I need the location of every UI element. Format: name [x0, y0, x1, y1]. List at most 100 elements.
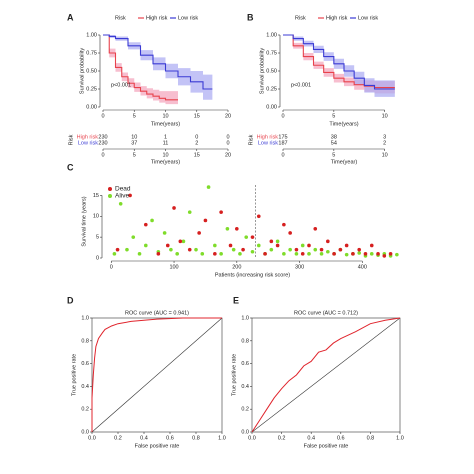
panel-letter: D [67, 295, 74, 305]
point [282, 252, 286, 256]
point [313, 247, 318, 252]
y-axis-label: True positive rate [231, 354, 237, 396]
y-tick-label: 1.00 [266, 32, 277, 38]
table-x-tick-label: 5 [133, 152, 136, 158]
table-x-label: Time(years) [151, 159, 180, 165]
point [235, 227, 239, 231]
table-title: Risk [68, 134, 74, 145]
x-axis-label: Time(years) [151, 121, 180, 127]
risk-count: 0 [195, 134, 198, 140]
point [238, 252, 242, 256]
y-tick-label: 0.0 [81, 429, 89, 435]
point [219, 210, 223, 214]
panel-letter: C [67, 162, 74, 172]
legend-title: Risk [115, 15, 126, 21]
y-tick-label: 0.25 [266, 86, 277, 92]
y-tick-label: 0.4 [241, 384, 249, 390]
y-tick-label: 10 [93, 214, 99, 220]
point [269, 239, 274, 244]
y-tick-label: 0.25 [86, 86, 97, 92]
point [187, 247, 192, 252]
y-tick-label: 0.00 [86, 104, 97, 110]
risk-row-label: Low risk [78, 140, 98, 146]
risk-count: 230 [98, 140, 107, 146]
point [162, 231, 167, 235]
point [181, 239, 186, 244]
x-tick-label: 0.4 [307, 435, 315, 441]
point [269, 247, 274, 252]
y-tick-label: 0.8 [241, 338, 249, 344]
point [213, 252, 217, 256]
point [118, 201, 123, 206]
table-x-tick-label: 15 [194, 152, 200, 158]
point [219, 252, 223, 256]
survival-curve [283, 34, 395, 89]
point [326, 239, 330, 244]
point [307, 252, 311, 256]
x-tick-label: 0.8 [367, 435, 375, 441]
point [231, 247, 236, 252]
y-tick-label: 15 [93, 193, 99, 199]
table-x-tick-label: 5 [332, 152, 335, 158]
x-tick-label: 0 [110, 264, 113, 270]
point [326, 249, 330, 254]
panel-letter: B [247, 12, 254, 22]
point [137, 252, 142, 256]
y-axis-label: Survival probability [259, 48, 265, 94]
point [313, 227, 318, 231]
y-tick-label: 0.2 [81, 407, 89, 413]
legend-label: High risk [326, 15, 348, 21]
x-tick-label: 15 [194, 113, 200, 119]
point [357, 251, 362, 255]
point [206, 185, 211, 189]
table-x-label: Time(year) [331, 159, 358, 165]
panel-letter: E [233, 295, 239, 305]
point [203, 218, 208, 223]
y-tick-label: 5 [96, 235, 99, 241]
x-tick-label: 400 [358, 264, 367, 270]
y-tick-label: 0.75 [86, 50, 97, 56]
point [131, 235, 136, 239]
point [178, 239, 183, 244]
point [250, 249, 255, 254]
point [319, 247, 324, 252]
point [395, 252, 399, 257]
legend-swatch [108, 187, 112, 191]
x-tick-label: 5 [332, 113, 335, 119]
point [143, 222, 148, 227]
point [241, 247, 245, 252]
point [344, 243, 349, 248]
p-value: p<0.001 [111, 82, 131, 88]
point [115, 247, 120, 252]
x-tick-label: 10 [162, 113, 168, 119]
y-tick-label: 1.0 [241, 315, 249, 321]
x-tick-label: 5 [133, 113, 136, 119]
risk-count: 1 [164, 134, 167, 140]
point [263, 252, 267, 256]
survival-curve [103, 34, 178, 101]
reference-diagonal [91, 317, 223, 433]
table-x-tick-label: 0 [101, 152, 104, 158]
point [369, 252, 374, 256]
y-tick-label: 1.00 [86, 32, 97, 38]
y-tick-label: 0.50 [86, 68, 97, 74]
x-axis-label: Time(years) [329, 121, 358, 127]
x-tick-label: 0.2 [278, 435, 286, 441]
risk-count: 37 [131, 140, 137, 146]
x-tick-label: 0.0 [248, 435, 256, 441]
x-tick-label: 1.0 [396, 435, 404, 441]
point [344, 252, 349, 257]
legend-title: Risk [295, 15, 306, 21]
point [307, 243, 311, 248]
chart-title: ROC curve (AUC = 0.941) [125, 310, 189, 316]
y-tick-label: 0.00 [266, 104, 277, 110]
point [197, 231, 201, 235]
risk-count: 175 [278, 134, 287, 140]
point [112, 252, 117, 256]
point [250, 235, 255, 239]
y-tick-label: 1.0 [81, 315, 89, 321]
point [338, 247, 343, 252]
point [143, 243, 148, 248]
risk-count: 3 [383, 134, 386, 140]
plot-frame [251, 317, 401, 433]
